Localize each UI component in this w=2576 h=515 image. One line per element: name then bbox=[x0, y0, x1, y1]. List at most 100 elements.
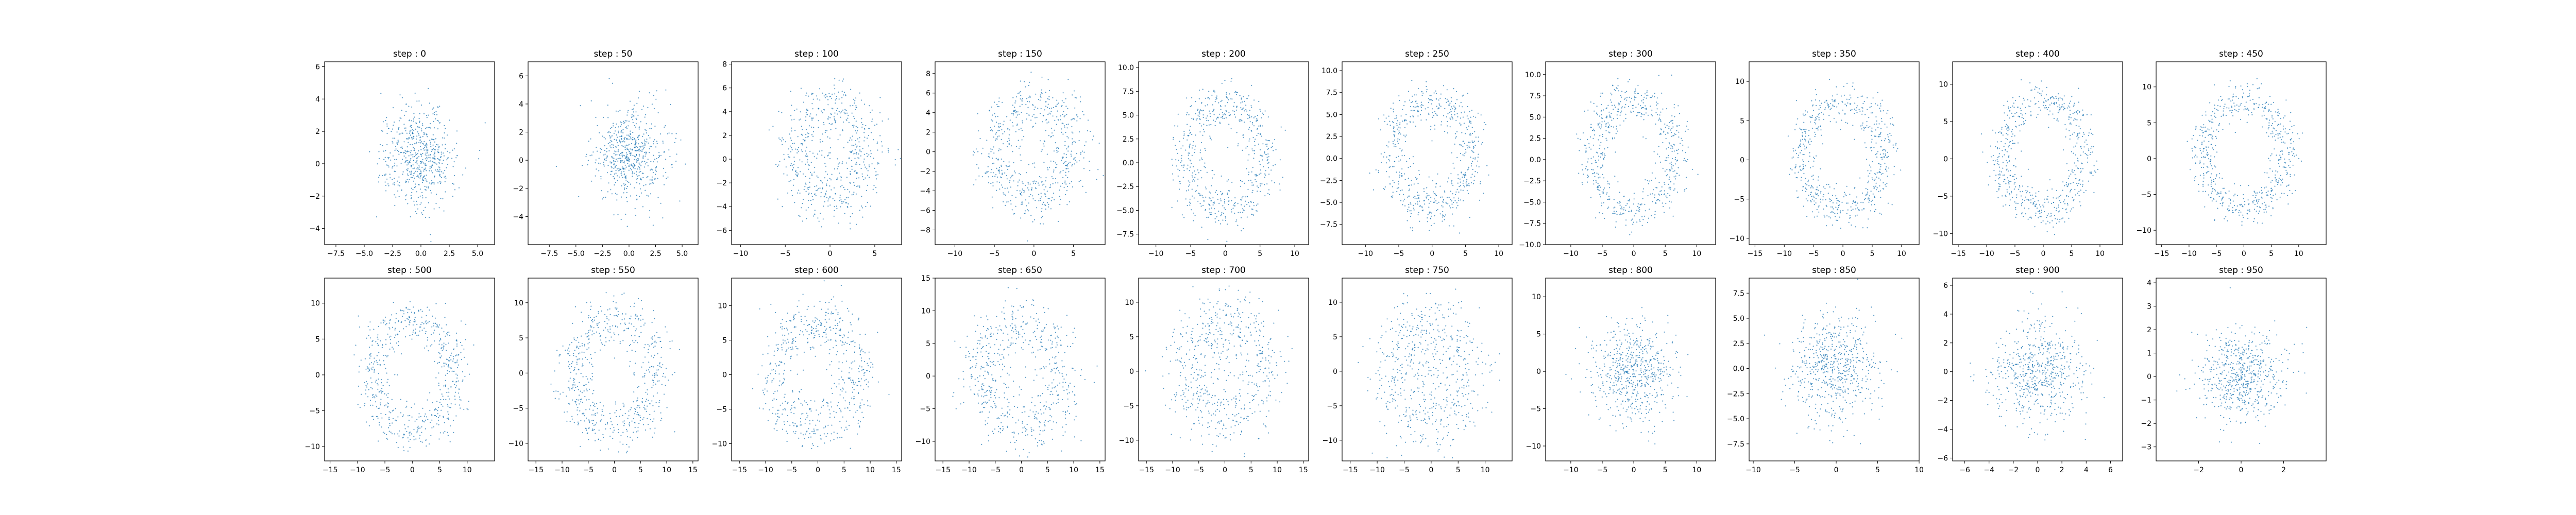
data-point bbox=[1444, 190, 1445, 192]
data-point bbox=[1044, 141, 1045, 142]
data-point bbox=[986, 140, 988, 141]
data-point bbox=[785, 166, 787, 168]
data-point bbox=[798, 147, 800, 148]
data-point bbox=[1420, 119, 1422, 121]
data-point bbox=[1421, 207, 1423, 209]
data-point bbox=[1260, 173, 1262, 174]
data-point bbox=[1047, 206, 1049, 208]
data-point bbox=[1444, 191, 1446, 193]
data-point bbox=[1378, 118, 1380, 119]
data-point bbox=[1647, 221, 1649, 224]
data-point bbox=[422, 214, 423, 215]
data-point bbox=[1435, 93, 1437, 94]
data-point bbox=[426, 143, 427, 144]
data-point bbox=[1656, 200, 1658, 201]
data-point bbox=[1846, 213, 1848, 214]
data-point bbox=[1451, 213, 1453, 215]
data-point bbox=[621, 122, 622, 124]
data-point bbox=[1393, 130, 1394, 132]
data-point bbox=[850, 174, 851, 176]
data-point bbox=[1264, 195, 1266, 197]
data-point bbox=[1413, 163, 1414, 164]
data-point bbox=[822, 188, 823, 190]
data-point bbox=[1827, 193, 1829, 194]
data-point bbox=[837, 163, 839, 165]
data-point bbox=[434, 141, 435, 143]
data-point bbox=[625, 156, 626, 158]
data-point bbox=[413, 118, 414, 120]
data-point bbox=[1393, 128, 1394, 129]
data-point bbox=[1870, 103, 1872, 105]
data-point bbox=[863, 153, 865, 155]
data-point bbox=[1213, 91, 1215, 92]
data-point bbox=[1249, 138, 1250, 140]
data-point bbox=[1611, 126, 1612, 127]
data-point bbox=[1478, 153, 1479, 155]
data-point bbox=[1881, 157, 1883, 158]
data-point bbox=[623, 138, 625, 140]
data-point bbox=[1265, 139, 1267, 141]
data-point bbox=[382, 130, 383, 132]
data-point bbox=[621, 160, 622, 162]
data-point bbox=[976, 164, 978, 165]
y-tick-label: 5.0 bbox=[1123, 112, 1134, 120]
data-point bbox=[1181, 160, 1182, 162]
data-point bbox=[1878, 191, 1879, 192]
data-point bbox=[1814, 135, 1816, 138]
data-point bbox=[1433, 115, 1434, 116]
data-point bbox=[793, 164, 794, 165]
data-point bbox=[1597, 188, 1598, 190]
data-point bbox=[1220, 215, 1222, 216]
data-point bbox=[1650, 97, 1651, 98]
data-point bbox=[1679, 175, 1680, 176]
data-point bbox=[631, 169, 632, 170]
data-point bbox=[790, 163, 792, 165]
data-point bbox=[810, 171, 811, 173]
data-point bbox=[386, 132, 388, 134]
data-point bbox=[1658, 199, 1659, 200]
data-point bbox=[1067, 124, 1069, 125]
data-point bbox=[1596, 173, 1598, 174]
data-point bbox=[615, 154, 616, 156]
data-point bbox=[1853, 200, 1854, 202]
data-point bbox=[1619, 212, 1621, 214]
data-point bbox=[1038, 194, 1040, 195]
data-point bbox=[1201, 125, 1202, 127]
data-point bbox=[1636, 210, 1638, 211]
data-point bbox=[399, 117, 401, 119]
data-point bbox=[1402, 121, 1403, 122]
data-point bbox=[874, 167, 875, 169]
data-point bbox=[1182, 138, 1184, 139]
data-point bbox=[1800, 179, 1802, 181]
data-point bbox=[1616, 214, 1618, 215]
data-point bbox=[875, 174, 877, 176]
data-point bbox=[859, 92, 860, 94]
data-point bbox=[854, 170, 856, 171]
data-point bbox=[796, 149, 798, 150]
data-point bbox=[422, 143, 423, 144]
data-point bbox=[1410, 213, 1412, 214]
data-point bbox=[626, 114, 628, 116]
data-point bbox=[1048, 135, 1049, 136]
data-point bbox=[1851, 224, 1852, 226]
data-point bbox=[1592, 130, 1594, 131]
data-point bbox=[857, 157, 859, 159]
data-point bbox=[1258, 100, 1260, 102]
data-point bbox=[443, 152, 444, 154]
data-point bbox=[1046, 118, 1047, 120]
data-point bbox=[1427, 214, 1429, 215]
data-point bbox=[1802, 135, 1803, 137]
data-point bbox=[1179, 183, 1181, 184]
data-point bbox=[1070, 153, 1072, 155]
data-point bbox=[378, 177, 380, 178]
data-point bbox=[1242, 212, 1244, 213]
data-point bbox=[630, 167, 631, 169]
data-point bbox=[1240, 212, 1241, 213]
data-point bbox=[1803, 129, 1805, 130]
data-point bbox=[1840, 95, 1842, 97]
data-point bbox=[634, 138, 635, 139]
data-point bbox=[996, 104, 998, 106]
axes-frame bbox=[1138, 61, 1309, 245]
data-point bbox=[844, 189, 845, 191]
data-point bbox=[1455, 137, 1456, 139]
